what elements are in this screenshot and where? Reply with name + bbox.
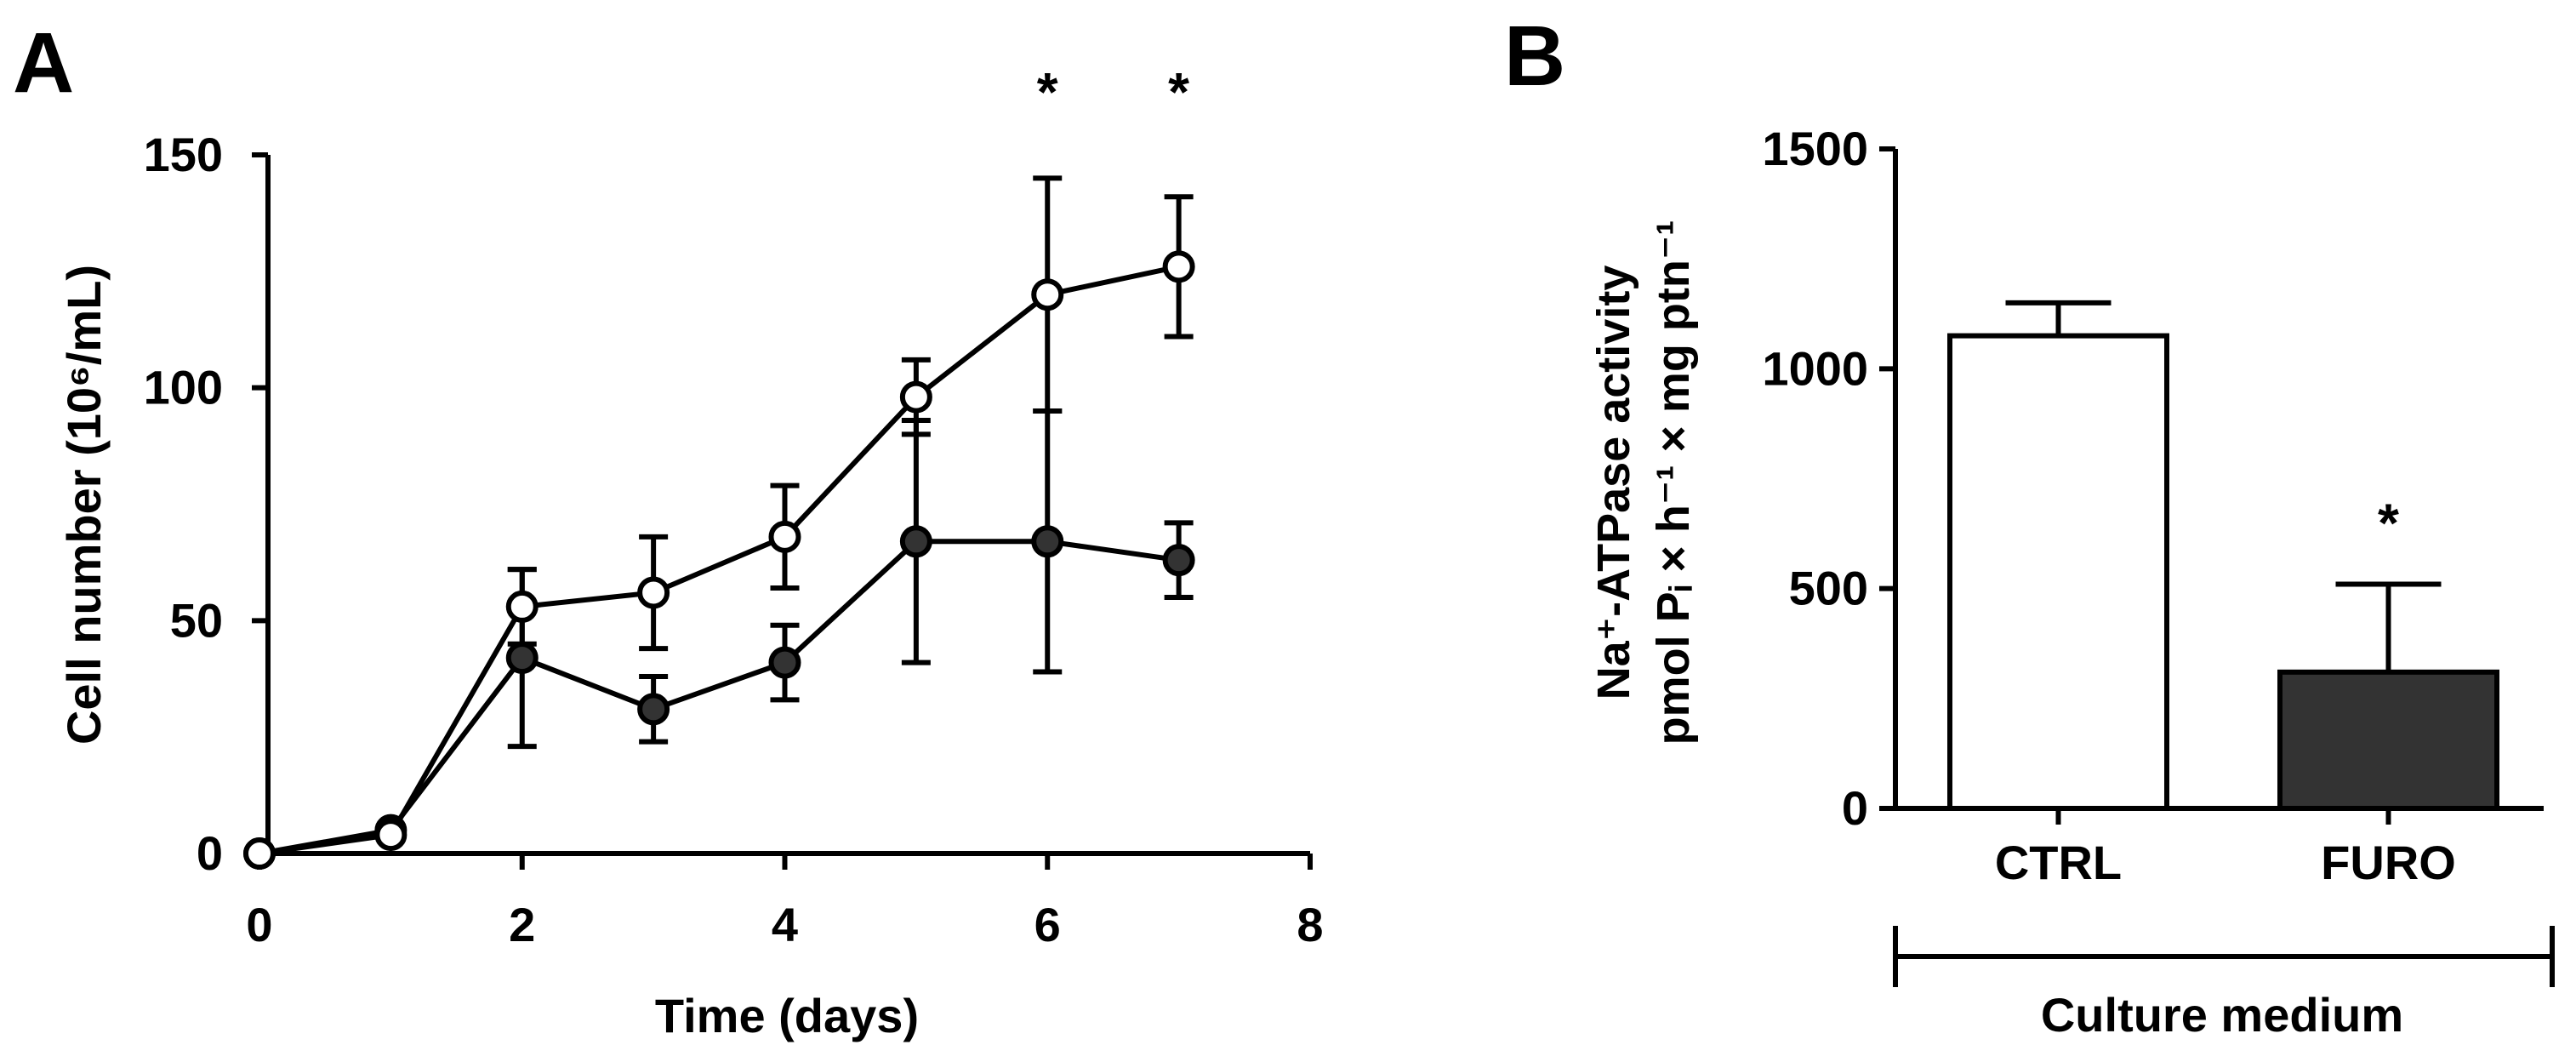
panel-b-y-tick-label: 1000 xyxy=(1762,341,1868,395)
panel-a-y-axis-label: Cell number (10⁶/mL) xyxy=(57,265,111,745)
panel-a-series xyxy=(243,175,1195,870)
data-point xyxy=(374,819,407,852)
data-point xyxy=(637,693,670,726)
panel-b-y-label-line1: Na⁺-ATPase activity xyxy=(1588,266,1639,700)
series-line-ctrl xyxy=(259,264,1180,856)
panel-b-bars: CTRL FURO xyxy=(1947,300,2499,889)
panel-a-x-tick-label: 6 xyxy=(1034,898,1061,951)
bar-furo xyxy=(2277,669,2499,811)
error-bar xyxy=(2005,300,2112,336)
panel-b-y-ticks: 0 500 1000 1500 xyxy=(1762,122,1895,835)
error-bar xyxy=(2335,581,2442,672)
panel-b-x-axis-label: Culture medium xyxy=(2041,988,2403,1042)
bar-ctrl xyxy=(1947,333,2169,812)
series-furo xyxy=(243,408,1195,870)
data-point xyxy=(768,646,801,679)
significance-asterisk: * xyxy=(1037,61,1058,123)
panel-a-y-tick-label: 150 xyxy=(144,128,223,181)
panel-b-annotations: * xyxy=(2378,493,2399,554)
panel-b-y-tick-label: 500 xyxy=(1789,562,1868,615)
panel-a-y-tick-label: 50 xyxy=(170,593,223,647)
data-point xyxy=(1162,544,1195,577)
bar-group-ctrl: CTRL xyxy=(1947,300,2169,889)
data-point xyxy=(899,525,932,558)
data-point xyxy=(1031,525,1064,558)
panel-a-x-tick-label: 8 xyxy=(1297,898,1323,951)
significance-asterisk: * xyxy=(2378,493,2399,554)
panel-b-y-tick-label: 0 xyxy=(1842,781,1868,835)
panel-b-y-tick-label: 1500 xyxy=(1762,122,1868,175)
data-point xyxy=(505,642,539,675)
data-point xyxy=(243,837,276,870)
panel-b-y-label-line2: pmol Pᵢ × h⁻¹ × mg ptn⁻¹ xyxy=(1648,220,1699,745)
panel-a-x-ticks: 0 2 4 6 8 xyxy=(246,854,1324,951)
data-point xyxy=(1031,278,1064,311)
series-line-furo xyxy=(259,539,1180,856)
panel-a-x-tick-label: 4 xyxy=(772,898,798,951)
data-point xyxy=(768,520,801,553)
data-point xyxy=(505,590,539,623)
panel-a-annotations: * * xyxy=(1037,61,1189,123)
significance-asterisk: * xyxy=(1168,61,1189,123)
data-point xyxy=(1162,250,1195,283)
panel-b-x-tick-label: CTRL xyxy=(1995,836,2122,889)
series-ctrl xyxy=(243,175,1195,870)
panel-a-x-tick-label: 2 xyxy=(509,898,535,951)
panel-a-label: A xyxy=(13,15,74,111)
panel-a-x-tick-label: 0 xyxy=(246,898,272,951)
panel-a-y-ticks: 0 50 100 150 xyxy=(144,128,268,880)
panel-b-x-tick-label: FURO xyxy=(2321,836,2456,889)
bar-group-furo: FURO xyxy=(2277,581,2499,889)
panel-b-y-axis-label: Na⁺-ATPase activity pmol Pᵢ × h⁻¹ × mg p… xyxy=(1588,220,1699,745)
panel-a-y-tick-label: 100 xyxy=(144,361,223,414)
data-point xyxy=(637,576,670,609)
culture-medium-bracket xyxy=(1893,926,2555,987)
data-point xyxy=(899,380,932,414)
panel-b-label: B xyxy=(1504,9,1565,104)
panel-a-x-axis-label: Time (days) xyxy=(655,989,919,1042)
panel-b-chart: 0 500 1000 1500 CTRL FURO * Culture medium N… xyxy=(1588,122,2555,1042)
panel-a-y-tick-label: 0 xyxy=(197,826,223,880)
